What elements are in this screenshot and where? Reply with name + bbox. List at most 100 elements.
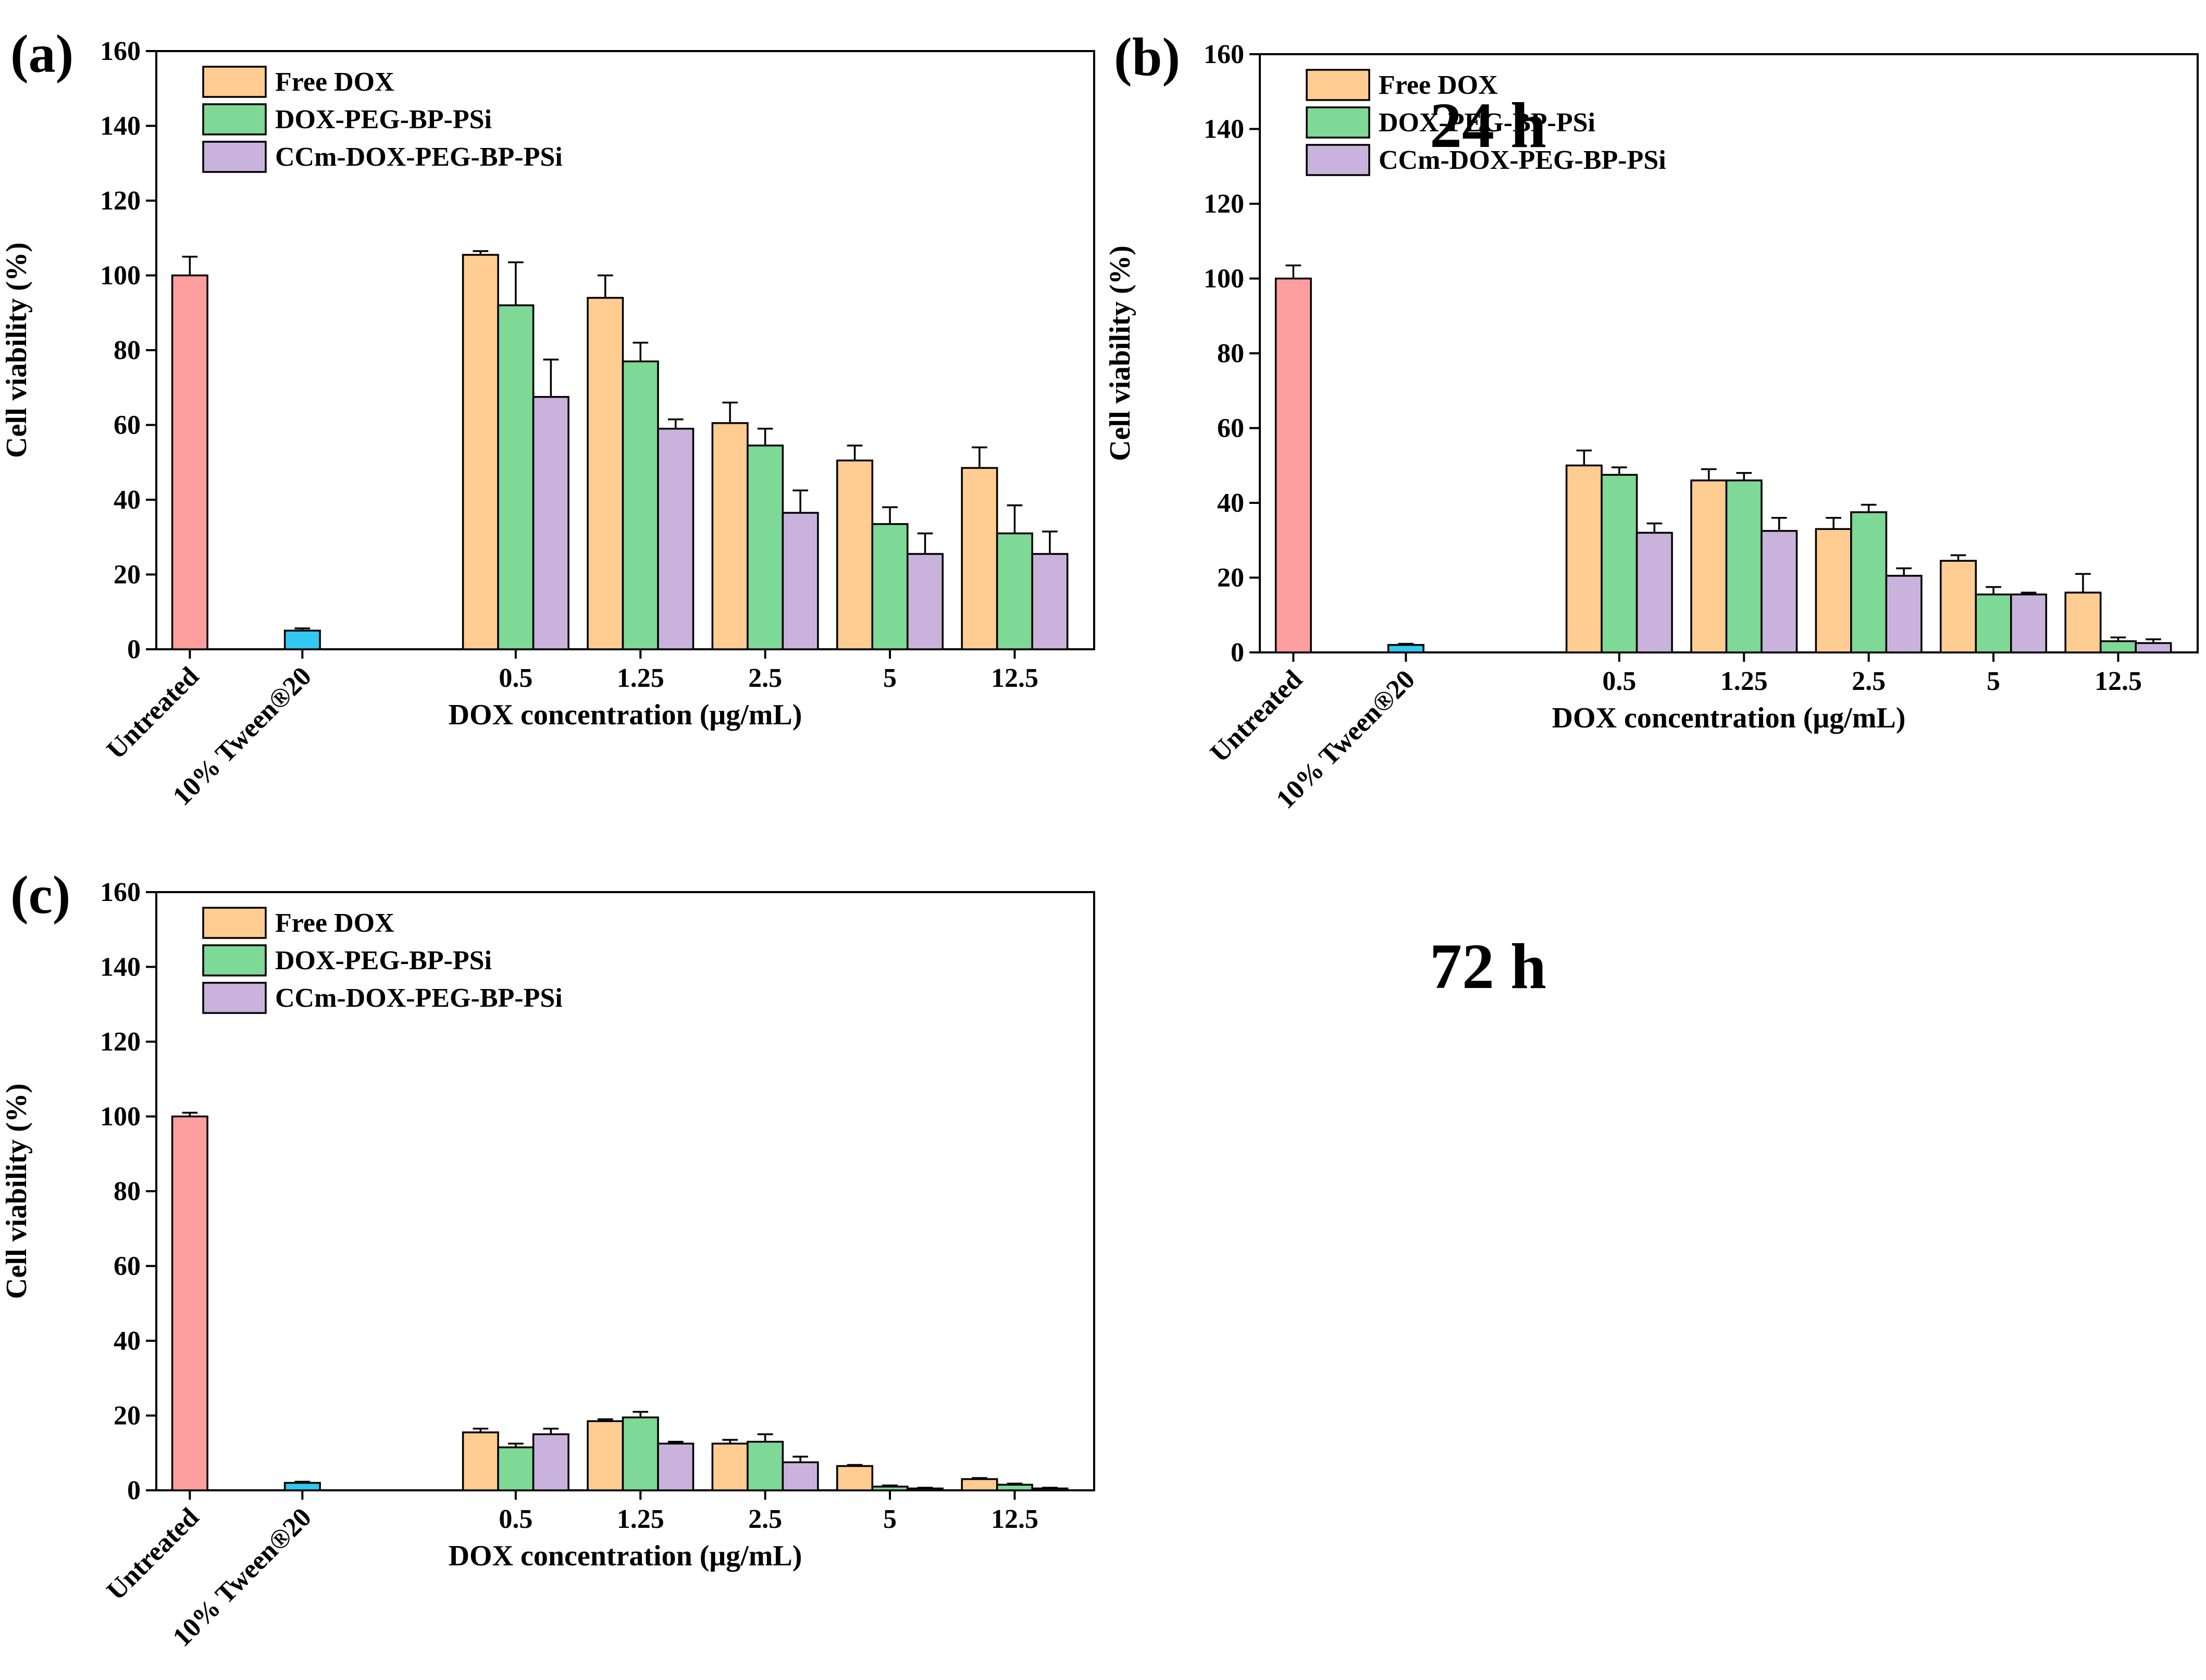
bar — [497, 1446, 535, 1491]
bar — [587, 297, 624, 650]
panel-label: (c) — [10, 865, 70, 925]
control-bar — [283, 629, 321, 650]
bar — [1601, 474, 1638, 653]
x-tick-label: 2.5 — [1852, 666, 1886, 696]
y-tick-label: 60 — [114, 411, 141, 440]
legend-swatch — [202, 944, 267, 977]
legend-label: DOX-PEG-BP-PSi — [1379, 108, 1595, 138]
bar — [907, 553, 944, 650]
y-axis-title: Cell viability (%) — [1, 1083, 33, 1299]
bar — [711, 422, 749, 650]
legend-swatch — [202, 103, 267, 135]
bar — [1725, 479, 1763, 653]
x-tick-label: 0.5 — [499, 1504, 532, 1534]
bar — [836, 1465, 874, 1491]
bar — [657, 1442, 695, 1491]
legend-label: DOX-PEG-BP-PSi — [275, 105, 492, 134]
plot-frame — [155, 891, 1095, 1491]
legend-label: Free DOX — [275, 908, 394, 938]
x-tick-label: 0.5 — [499, 663, 532, 693]
bar — [961, 1478, 998, 1491]
y-tick-label: 40 — [114, 1326, 141, 1356]
x-tick-label: 2.5 — [748, 663, 782, 693]
x-axis-title: DOX concentration (μg/mL) — [1552, 702, 1906, 734]
bar — [961, 467, 998, 650]
bar — [747, 444, 784, 650]
y-tick-label: 140 — [100, 953, 141, 982]
bar — [1975, 594, 2012, 653]
y-tick-label: 120 — [1204, 189, 1244, 219]
bar — [657, 427, 695, 650]
bar — [497, 304, 535, 650]
x-tick-label: 1.25 — [617, 663, 664, 693]
legend-swatch — [1306, 106, 1370, 139]
x-tick-label: 1.25 — [617, 1504, 664, 1534]
bar — [782, 512, 819, 650]
bar — [622, 1416, 659, 1491]
y-tick-label: 20 — [114, 1401, 141, 1431]
y-tick-label: 160 — [100, 878, 141, 907]
y-tick-label: 40 — [114, 485, 141, 515]
y-tick-label: 80 — [114, 336, 141, 365]
legend-label: Free DOX — [275, 67, 394, 97]
x-tick-label: 12.5 — [991, 1504, 1038, 1534]
legend-label: Free DOX — [1379, 70, 1498, 100]
bar — [1690, 479, 1728, 653]
chart-panel-3: 0 20 40 60 80 100 120 140 160 Cell viability (%) U… — [1, 865, 1546, 1652]
chart-panel-1: 0 20 40 60 80 100 120 140 160 Cell viability (%) U… — [1, 24, 1546, 811]
y-tick-label: 120 — [100, 1027, 141, 1057]
legend-swatch — [202, 982, 267, 1014]
y-tick-label: 40 — [1217, 488, 1244, 518]
legend-label: CCm-DOX-PEG-BP-PSi — [1379, 145, 1666, 175]
y-tick-label: 0 — [127, 635, 141, 664]
bar — [907, 1487, 944, 1491]
time-label: 72 h — [1430, 931, 1546, 1002]
legend-label: DOX-PEG-BP-PSi — [275, 946, 492, 975]
y-tick-label: 80 — [1217, 339, 1244, 368]
x-tick-label: 5 — [883, 663, 897, 693]
y-tick-label: 60 — [1217, 414, 1244, 443]
x-tick-label: 2.5 — [748, 1504, 782, 1534]
bar — [1635, 532, 1673, 653]
control-bar — [283, 1481, 321, 1491]
y-tick-label: 160 — [1204, 40, 1244, 69]
y-tick-label: 80 — [114, 1177, 141, 1206]
bar — [1761, 530, 1798, 653]
legend-swatch — [1306, 69, 1370, 101]
control-label: Untreated — [1205, 664, 1308, 768]
bar — [1885, 575, 1923, 653]
legend-swatch — [202, 907, 267, 939]
x-tick-label: 5 — [883, 1504, 897, 1534]
y-axis-title: Cell viability (%) — [1, 242, 33, 458]
y-tick-label: 100 — [1204, 264, 1244, 294]
bar — [1031, 553, 1069, 650]
bar — [1565, 464, 1603, 653]
x-axis-title: DOX concentration (μg/mL) — [449, 699, 802, 731]
bar — [871, 1486, 909, 1491]
legend-swatch — [202, 141, 267, 173]
control-bar — [1387, 644, 1424, 653]
y-tick-label: 20 — [1217, 563, 1244, 593]
x-tick-label: 1.25 — [1720, 666, 1768, 696]
y-axis-title: Cell viability (%) — [1104, 245, 1136, 461]
bar — [996, 532, 1033, 650]
bar — [871, 523, 909, 650]
y-tick-label: 140 — [100, 112, 141, 141]
legend-label: CCm-DOX-PEG-BP-PSi — [275, 142, 563, 172]
panel-label: (b) — [1114, 27, 1180, 87]
control-bar — [171, 274, 208, 650]
y-tick-label: 60 — [114, 1252, 141, 1281]
bar — [1850, 511, 1888, 653]
bar — [2099, 640, 2137, 653]
panel-label: (a) — [10, 24, 73, 84]
bar — [747, 1440, 784, 1491]
bar — [996, 1484, 1033, 1491]
x-tick-label: 0.5 — [1602, 666, 1636, 696]
control-bar — [171, 1115, 208, 1491]
bar — [711, 1442, 749, 1491]
bar — [622, 360, 659, 650]
time-label: 24 h — [1430, 90, 1546, 161]
x-tick-label: 5 — [1987, 666, 2000, 696]
chart-panel-2: 0 20 40 60 80 100 120 140 160 Cell viability (%) U… — [1104, 27, 2199, 814]
